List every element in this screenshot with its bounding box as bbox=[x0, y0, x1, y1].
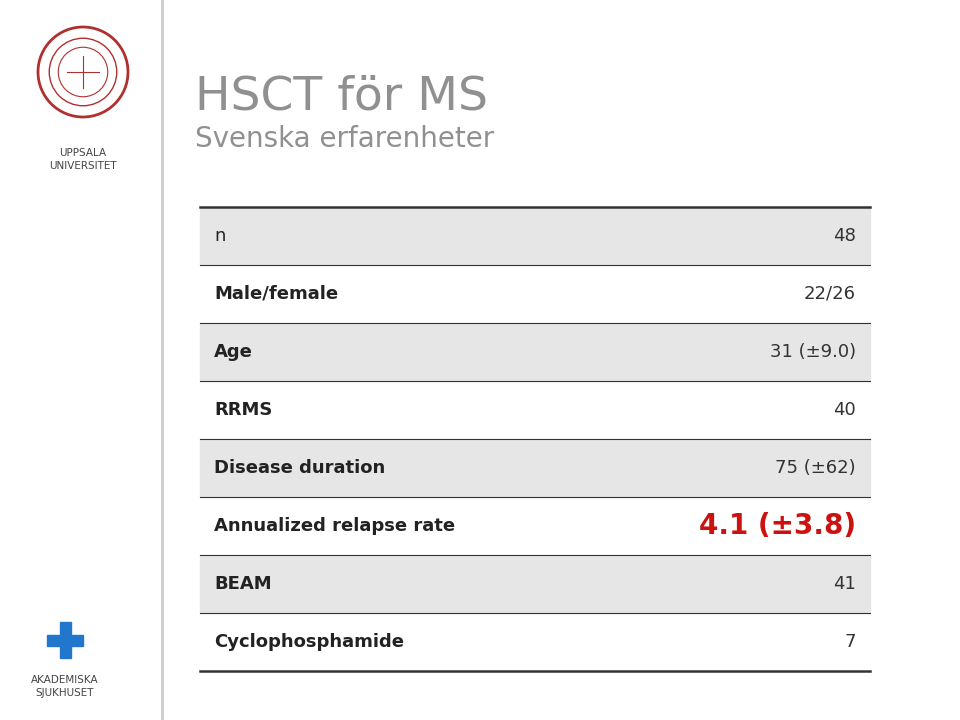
Text: Annualized relapse rate: Annualized relapse rate bbox=[214, 517, 455, 535]
Text: RRMS: RRMS bbox=[214, 401, 273, 419]
Text: 48: 48 bbox=[833, 227, 856, 245]
Bar bbox=[200, 207, 870, 265]
Text: 22/26: 22/26 bbox=[804, 285, 856, 303]
Text: 7: 7 bbox=[845, 633, 856, 651]
Bar bbox=[200, 555, 870, 613]
Text: 75 (±62): 75 (±62) bbox=[776, 459, 856, 477]
Text: HSCT för MS: HSCT för MS bbox=[195, 75, 488, 120]
Bar bbox=[200, 323, 870, 381]
Text: Svenska erfarenheter: Svenska erfarenheter bbox=[195, 125, 494, 153]
Text: 40: 40 bbox=[833, 401, 856, 419]
Text: Disease duration: Disease duration bbox=[214, 459, 385, 477]
Text: n: n bbox=[214, 227, 226, 245]
Bar bbox=[47, 634, 83, 646]
Text: AKADEMISKA
SJUKHUSET: AKADEMISKA SJUKHUSET bbox=[31, 675, 99, 698]
Text: Age: Age bbox=[214, 343, 252, 361]
Bar bbox=[60, 622, 70, 658]
Text: UPPSALA
UNIVERSITET: UPPSALA UNIVERSITET bbox=[49, 148, 117, 171]
Text: 31 (±9.0): 31 (±9.0) bbox=[770, 343, 856, 361]
Text: 41: 41 bbox=[833, 575, 856, 593]
Text: BEAM: BEAM bbox=[214, 575, 272, 593]
Text: 4.1 (±3.8): 4.1 (±3.8) bbox=[699, 512, 856, 540]
Text: Male/female: Male/female bbox=[214, 285, 338, 303]
Text: Cyclophosphamide: Cyclophosphamide bbox=[214, 633, 404, 651]
Bar bbox=[200, 439, 870, 497]
